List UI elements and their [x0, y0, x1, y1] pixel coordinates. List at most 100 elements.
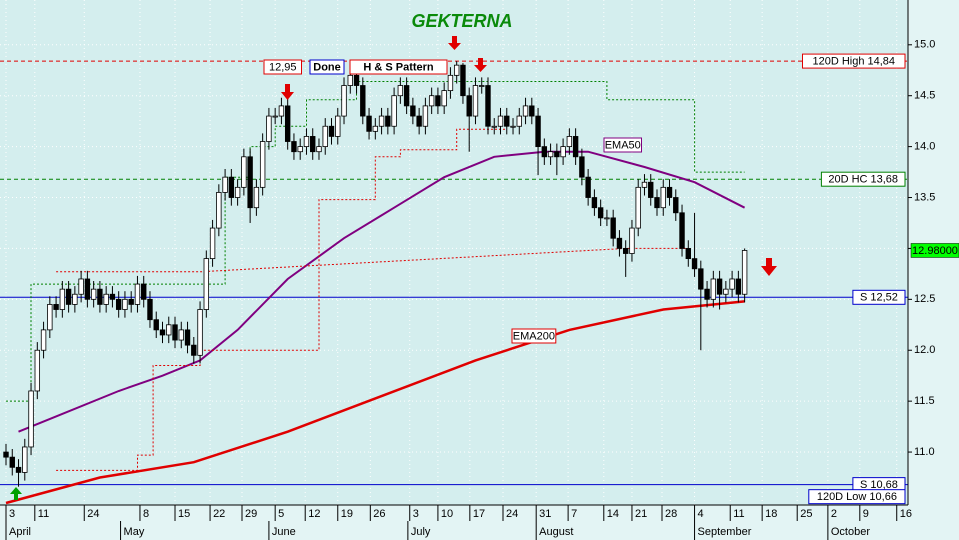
- month-label: June: [272, 526, 296, 538]
- candle-body: [441, 90, 447, 107]
- candle-body: [34, 349, 41, 392]
- candle-body: [597, 207, 604, 219]
- x-tick-label: 17: [473, 508, 485, 520]
- candle-body: [322, 125, 328, 148]
- candle-body: [460, 64, 466, 97]
- annotation-box: [263, 59, 302, 75]
- candle-body: [535, 115, 541, 148]
- candle-body: [353, 74, 360, 86]
- candle-body: [666, 186, 673, 198]
- x-tick-label: 22: [213, 508, 225, 520]
- candle-body: [735, 278, 742, 295]
- candle-body: [566, 136, 573, 148]
- candle-body: [472, 85, 479, 117]
- candle-body: [53, 304, 59, 310]
- candle-body: [648, 181, 654, 198]
- candle-body: [453, 64, 460, 76]
- candle-body: [90, 288, 97, 300]
- down-arrow: [474, 58, 487, 72]
- x-tick-label: 3: [9, 508, 15, 520]
- candle-body: [547, 151, 554, 158]
- plot-area: [0, 0, 908, 505]
- candle-body: [266, 115, 272, 142]
- month-label: September: [698, 526, 752, 538]
- candle-body: [134, 283, 141, 305]
- x-tick-label: 24: [87, 508, 99, 520]
- month-label: October: [831, 526, 870, 538]
- candle-body: [259, 141, 266, 188]
- candle-body: [529, 105, 535, 117]
- candle-body: [497, 115, 504, 127]
- candle-body: [178, 329, 184, 341]
- level-label: 120D High 14,84: [812, 55, 895, 67]
- candle-body: [234, 186, 241, 198]
- candle-body: [572, 136, 579, 158]
- annotation-box: [511, 328, 557, 344]
- x-tick-label: 26: [373, 508, 385, 520]
- candle-body: [253, 186, 260, 209]
- candle-body: [479, 85, 485, 87]
- candle-body: [385, 115, 391, 127]
- up-arrow: [10, 487, 22, 500]
- level-label: 120D Low 10,66: [817, 491, 897, 503]
- candle-body: [22, 446, 28, 473]
- candle-body: [197, 309, 203, 356]
- annotation: Done: [313, 61, 341, 73]
- candle-body: [172, 324, 178, 341]
- candle-body: [741, 250, 748, 295]
- candle-body: [491, 125, 497, 128]
- candle-body: [310, 136, 316, 153]
- candle-body: [428, 95, 435, 107]
- y-tick-label: 14.0: [914, 141, 935, 153]
- candle-body: [729, 278, 735, 290]
- y-tick-label: 11.0: [914, 446, 935, 458]
- candle-body: [222, 176, 228, 193]
- indicator-line: [56, 247, 689, 273]
- annotation: H & S Pattern: [363, 61, 434, 73]
- candle-body: [410, 105, 416, 117]
- candle-body: [622, 248, 629, 254]
- x-tick-label: 7: [571, 508, 577, 520]
- candle-body: [72, 293, 78, 305]
- annotation: 12,95: [269, 61, 297, 73]
- x-tick-label: 24: [506, 508, 518, 520]
- annotation-box: [309, 59, 345, 75]
- annotation-box: [349, 59, 448, 75]
- x-tick-label: 31: [539, 508, 551, 520]
- y-tick-label: 11.5: [914, 395, 935, 407]
- y-tick-label: 13.5: [914, 191, 935, 203]
- candle-body: [247, 156, 253, 209]
- x-tick-label: 29: [245, 508, 257, 520]
- candle-body: [103, 293, 109, 305]
- candle-body: [216, 192, 222, 229]
- candle-body: [691, 258, 698, 270]
- candle-body: [397, 85, 404, 97]
- candles: [3, 61, 748, 487]
- candle-body: [654, 197, 660, 209]
- down-arrow: [281, 84, 294, 100]
- level-label-box: [802, 53, 906, 69]
- candle-body: [541, 146, 548, 158]
- x-tick-label: 18: [765, 508, 777, 520]
- candle-body: [316, 146, 322, 153]
- candle-body: [97, 288, 103, 305]
- candle-body: [673, 197, 679, 214]
- candle-body: [272, 115, 278, 118]
- candle-body: [378, 115, 385, 127]
- candle-body: [485, 85, 491, 127]
- candle-body: [203, 258, 210, 310]
- candle-body: [122, 298, 128, 310]
- candle-body: [328, 125, 335, 137]
- candle-body: [59, 288, 66, 310]
- last-price-label: 12.98000: [912, 245, 958, 257]
- candle-body: [341, 85, 347, 117]
- level-label: S 12,52: [860, 292, 898, 304]
- down-arrow: [761, 258, 777, 276]
- annotation: EMA50: [605, 139, 641, 151]
- x-tick-label: 21: [635, 508, 647, 520]
- x-tick-label: 4: [698, 508, 704, 520]
- y-tick-label: 12.5: [914, 293, 935, 305]
- candle-body: [422, 105, 429, 127]
- candle-body: [447, 74, 454, 92]
